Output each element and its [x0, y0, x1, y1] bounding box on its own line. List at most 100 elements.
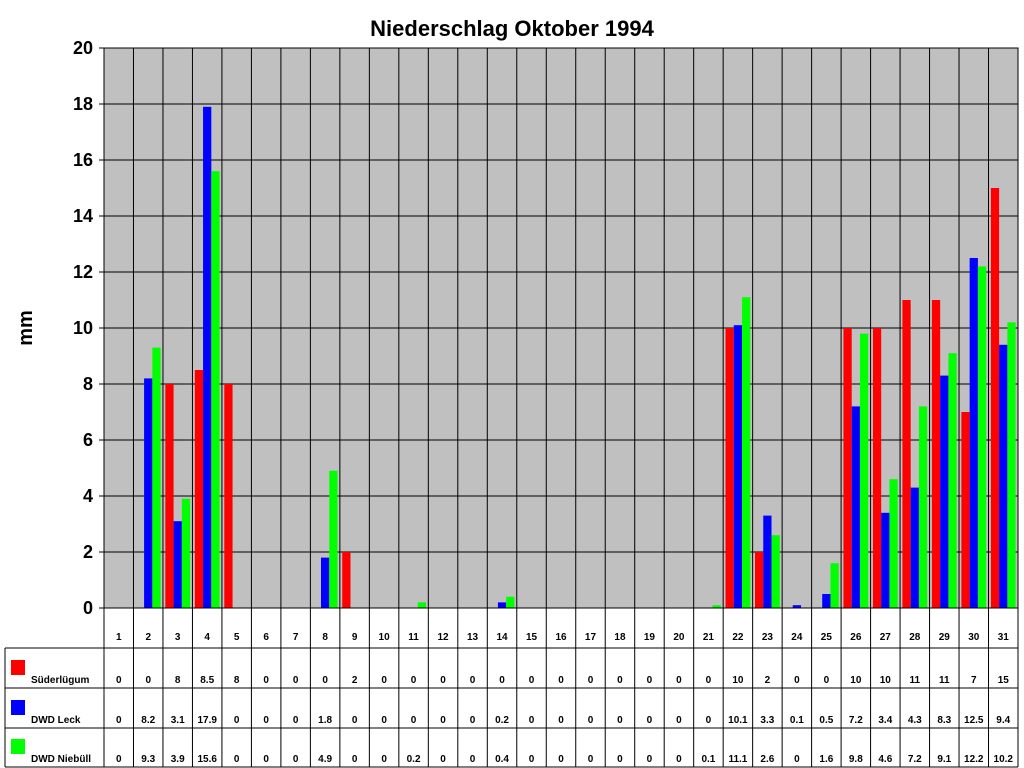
data-label: 0 — [617, 715, 623, 726]
y-tick-label: 12 — [73, 262, 93, 282]
data-label: 10.2 — [994, 754, 1014, 765]
data-label: 9.3 — [141, 754, 155, 765]
x-tick-label: 7 — [293, 632, 299, 643]
x-tick-label: 27 — [880, 632, 892, 643]
data-label: 0 — [116, 754, 122, 765]
data-label: 10 — [850, 675, 862, 686]
legend-swatch — [11, 660, 25, 675]
bar — [918, 406, 928, 608]
bar — [342, 552, 351, 608]
bar — [851, 406, 860, 608]
data-label: 0.5 — [819, 715, 833, 726]
bar — [902, 300, 911, 608]
data-label: 0 — [263, 675, 269, 686]
data-label: 0 — [617, 754, 623, 765]
data-label: 0 — [588, 754, 594, 765]
data-label: 12.5 — [964, 715, 984, 726]
chart-title: Niederschlag Oktober 1994 — [370, 16, 654, 41]
data-label: 3.4 — [878, 715, 892, 726]
data-label: 12.2 — [964, 754, 984, 765]
data-label: 0 — [499, 675, 505, 686]
data-label: 0 — [824, 675, 830, 686]
data-label: 0 — [381, 715, 387, 726]
bar — [712, 605, 721, 608]
data-label: 10 — [880, 675, 892, 686]
bar — [144, 378, 153, 608]
bar — [792, 605, 801, 608]
x-tick-label: 13 — [467, 632, 479, 643]
data-label: 3.3 — [760, 715, 774, 726]
data-label: 0 — [381, 675, 387, 686]
bar — [755, 552, 764, 608]
data-label: 7.2 — [908, 754, 922, 765]
data-label: 4.9 — [318, 754, 332, 765]
bar — [948, 353, 957, 608]
legend-swatch — [11, 700, 25, 715]
data-label: 0 — [706, 675, 712, 686]
data-label: 9.4 — [996, 715, 1010, 726]
data-label: 1.6 — [819, 754, 833, 765]
data-label: 0 — [558, 675, 564, 686]
bar — [203, 106, 212, 609]
x-tick-label: 30 — [968, 632, 980, 643]
series-name: Süderlügum — [31, 675, 89, 686]
data-label: 0 — [647, 715, 653, 726]
data-label: 1.8 — [318, 715, 332, 726]
y-tick-label: 10 — [73, 318, 93, 338]
x-tick-label: 11 — [408, 632, 419, 643]
data-label: 0 — [647, 754, 653, 765]
data-label: 0 — [794, 675, 800, 686]
x-tick-label: 24 — [791, 632, 803, 643]
x-tick-label: 18 — [614, 632, 626, 643]
series-name: DWD Niebüll — [31, 754, 91, 765]
y-tick-label: 14 — [73, 206, 93, 226]
data-label: 0 — [411, 715, 417, 726]
data-label: 11 — [939, 675, 950, 686]
y-axis-label: mm — [15, 310, 37, 346]
x-tick-label: 10 — [379, 632, 391, 643]
data-label: 11.1 — [728, 754, 747, 765]
y-tick-label: 0 — [83, 598, 93, 618]
x-tick-label: 8 — [322, 632, 328, 643]
data-label: 0 — [440, 715, 446, 726]
x-tick-label: 28 — [909, 632, 921, 643]
bar — [224, 384, 233, 608]
data-label: 3.1 — [171, 715, 185, 726]
data-label: 0 — [263, 754, 269, 765]
data-label: 0 — [381, 754, 387, 765]
bar — [999, 344, 1008, 608]
data-label: 2 — [765, 675, 771, 686]
data-label: 8 — [175, 675, 181, 686]
bar — [211, 171, 220, 608]
data-label: 0 — [293, 715, 299, 726]
bar — [1007, 322, 1016, 608]
data-label: 0 — [558, 754, 564, 765]
bar — [830, 563, 839, 608]
data-label: 0.1 — [701, 754, 715, 765]
data-label: 0 — [470, 754, 476, 765]
x-tick-label: 4 — [204, 632, 210, 643]
data-label: 8.3 — [937, 715, 951, 726]
data-label: 0 — [234, 715, 240, 726]
data-label: 10 — [732, 675, 744, 686]
bar — [961, 412, 970, 608]
x-tick-label: 19 — [644, 632, 656, 643]
data-label: 0 — [676, 675, 682, 686]
data-label: 0 — [352, 754, 358, 765]
data-label: 17.9 — [197, 715, 217, 726]
data-label: 0 — [263, 715, 269, 726]
bar — [990, 188, 1000, 608]
data-label: 9.8 — [849, 754, 863, 765]
data-label: 9.1 — [937, 754, 951, 765]
data-label: 0 — [440, 754, 446, 765]
data-label: 0 — [116, 675, 122, 686]
data-label: 0 — [588, 715, 594, 726]
bar — [329, 470, 338, 608]
x-tick-label: 1 — [116, 632, 122, 643]
plot-area: 0 2 4 6 8 10 12 14 16 18 20 — [73, 38, 1019, 618]
data-label: 0 — [529, 754, 535, 765]
data-label: 0 — [322, 675, 328, 686]
data-label: 15 — [998, 675, 1010, 686]
data-label: 0 — [617, 675, 623, 686]
plot-border — [103, 47, 1019, 609]
